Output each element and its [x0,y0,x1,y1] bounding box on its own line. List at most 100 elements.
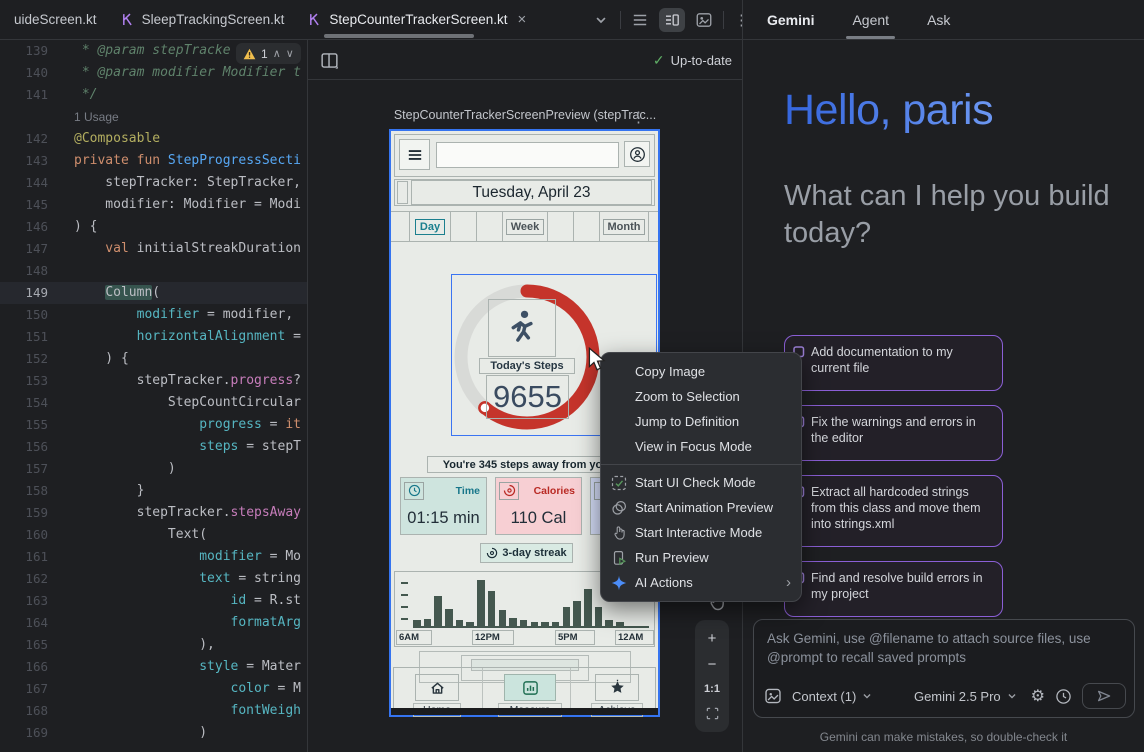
menu-item[interactable]: Copy Image [601,359,801,384]
code-line: 142 @Composable [0,128,307,150]
search-field[interactable] [436,142,619,168]
metric-value: 110 Cal [510,509,567,527]
code-editor[interactable]: 139 * @param stepTracke 140 * @param modi… [0,40,307,752]
next-issue-icon[interactable]: ∨ [285,48,294,60]
line-number: 157 [25,461,48,476]
menu-item[interactable]: Run Preview [601,545,801,570]
editor-tab[interactable]: uideScreen.kt [2,0,109,39]
line-number: 159 [25,505,48,520]
gemini-greeting: Hello, paris [784,86,994,134]
chart-bar [594,607,603,626]
nav-achieve-button[interactable] [595,674,639,701]
zoom-out-button[interactable]: − [707,656,717,673]
gemini-tab-agent[interactable]: Agent [846,0,895,40]
date-prev-button[interactable] [397,181,408,204]
menu-item-label: AI Actions [635,575,693,590]
context-dropdown[interactable]: Context (1) [792,689,874,704]
menu-item[interactable]: View in Focus Mode [601,434,801,459]
line-number: 153 [25,373,48,388]
split-view-icon[interactable] [659,8,685,32]
history-icon[interactable] [1055,688,1072,705]
send-button[interactable] [1082,683,1126,709]
chart-bar [434,596,442,626]
code-line: 153 stepTracker.progress? [0,370,307,392]
y-tick [401,606,408,608]
app-top-bar [394,134,655,177]
chart-bar [551,622,560,626]
menu-item[interactable]: Start Interactive Mode [601,520,801,545]
tab-list-chevron-icon[interactable] [592,11,610,29]
period-tab-week[interactable]: Week [503,212,548,241]
menu-item[interactable]: AI Actions › [601,570,801,595]
period-label: Day [414,218,446,235]
gemini-subtitle: What can I help you build today? [784,180,1110,249]
compose-preview-panel: ✓ Up-to-date StepCounterTrackerScreenPre… [307,40,742,752]
gemini-suggestion-card[interactable]: Add documentation to my current file [784,335,1003,391]
nav-measure-button[interactable] [504,674,556,701]
more-options-icon[interactable]: ⋮ [734,12,749,29]
menu-item[interactable]: Start UI Check Mode [601,470,801,495]
zoom-scale-button[interactable]: 1:1 [704,683,720,695]
period-tab-month[interactable]: Month [600,212,649,241]
gemini-settings-icon[interactable]: ⚙ [1030,688,1045,705]
menu-item-label: Jump to Definition [635,414,740,429]
period-cell [451,212,477,241]
y-tick [401,618,408,620]
gemini-input-box[interactable]: Ask Gemini, use @filename to attach sour… [753,619,1135,718]
zoom-in-button[interactable]: + [707,630,717,647]
period-cell [477,212,503,241]
streak-flame-icon [487,547,498,559]
code-line: 158 } [0,480,307,502]
line-number: 155 [25,417,48,432]
menu-item[interactable]: Start Animation Preview [601,495,801,520]
nav-divider [482,668,483,710]
menu-button[interactable] [399,139,430,170]
account-button[interactable] [624,141,650,167]
editor-tab[interactable]: StepCounterTrackerScreen.kt × [296,0,538,39]
chart-bar [509,618,517,626]
ui-tools-layout-icon[interactable] [320,51,339,70]
preview-options-icon[interactable]: ⋮ [631,109,646,126]
attach-image-icon[interactable] [764,687,782,705]
design-view-icon[interactable] [695,11,713,29]
period-tab-day[interactable]: Day [410,212,451,241]
metric-card-time: Time 01:15 min [400,477,487,535]
nav-divider [570,668,571,710]
y-tick [401,594,408,596]
menu-item-label: Zoom to Selection [635,389,740,404]
editor-tab[interactable]: SleepTrackingScreen.kt [109,0,297,39]
measure-icon [522,680,538,695]
code-view-icon[interactable] [631,11,649,29]
steps-value: 9655 [486,375,569,419]
account-icon [629,146,645,162]
x-tick-label: 6AM [396,630,432,645]
clipped-component-box [471,659,579,671]
phone-preview[interactable]: Tuesday, April 23 Day Week Month [389,129,660,717]
line-number: 143 [25,153,48,168]
line-number: 140 [25,65,48,80]
model-dropdown[interactable]: Gemini 2.5 Pro [914,689,1019,704]
suggestion-text: Extract all hardcoded strings from this … [811,485,981,531]
code-line: 155 progress = it [0,414,307,436]
line-number: 149 [25,285,48,300]
menu-separator [601,464,801,465]
close-tab-icon[interactable]: × [517,11,527,28]
line-number: 150 [25,307,48,322]
chart-bar [573,601,581,626]
gemini-suggestion-card[interactable]: Extract all hardcoded strings from this … [784,475,1003,547]
gemini-suggestion-card[interactable]: Fix the warnings and errors in the edito… [784,405,1003,461]
gemini-input-placeholder: Ask Gemini, use @filename to attach sour… [767,631,1091,665]
nav-home-button[interactable] [415,674,459,701]
gemini-tab-ask[interactable]: Ask [927,12,951,28]
code-line: 140 * @param modifier Modifier t [0,62,307,84]
prev-issue-icon[interactable]: ∧ [272,48,281,60]
fit-to-screen-icon[interactable] [705,706,720,721]
preview-title[interactable]: StepCounterTrackerScreenPreview (stepTra… [393,108,657,122]
inspections-widget[interactable]: 1 ∧ ∨ [236,43,301,64]
menu-item[interactable]: Zoom to Selection [601,384,801,409]
code-line: 157 ) [0,458,307,480]
run-icon [611,550,627,566]
menu-item[interactable]: Jump to Definition [601,409,801,434]
gemini-suggestion-card[interactable]: Find and resolve build errors in my proj… [784,561,1003,617]
